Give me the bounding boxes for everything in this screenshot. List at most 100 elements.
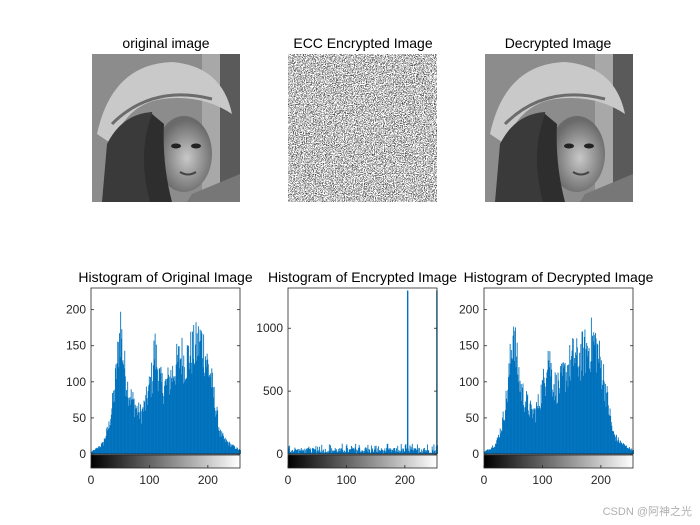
histogram-bar xyxy=(377,448,379,454)
histogram-bar xyxy=(555,374,557,454)
histogram-bar xyxy=(588,347,590,454)
histogram-bar xyxy=(193,364,195,454)
histogram-bar xyxy=(606,392,607,454)
histogram-bar xyxy=(147,391,149,454)
histogram-bar xyxy=(204,372,206,454)
histogram-bar xyxy=(318,446,320,454)
histogram-bar xyxy=(598,362,600,454)
histogram-bar xyxy=(307,449,309,454)
histogram-bar xyxy=(382,450,384,454)
histogram-bar xyxy=(198,355,200,454)
histogram-bar xyxy=(358,444,360,454)
histogram-bar xyxy=(312,448,314,454)
histogram-bar xyxy=(131,399,133,454)
histogram-bar xyxy=(103,438,105,454)
histogram-bar xyxy=(494,446,496,454)
histogram-bar xyxy=(320,452,322,454)
histogram-bar xyxy=(536,405,538,454)
histogram-bar xyxy=(118,367,120,454)
histogram-bar xyxy=(184,381,186,454)
histogram-bar xyxy=(592,341,594,454)
histogram-bar xyxy=(117,342,119,454)
histogram-bar xyxy=(320,452,322,454)
histogram-bar xyxy=(144,410,146,454)
histogram-bar xyxy=(633,449,634,454)
histogram-bar xyxy=(404,444,406,454)
histogram-bar xyxy=(521,400,523,454)
histogram-bar xyxy=(126,389,127,454)
histogram-bar xyxy=(340,448,342,454)
histogram-bar xyxy=(100,443,102,454)
histogram-bar xyxy=(192,331,193,454)
histogram-bar xyxy=(288,448,290,454)
x-tick-label: 200 xyxy=(591,473,611,487)
histogram-bar xyxy=(546,372,548,454)
histogram-bar xyxy=(573,366,575,454)
histogram-bar xyxy=(351,445,352,454)
histogram-bar xyxy=(569,345,571,454)
histogram-bar xyxy=(525,406,527,454)
histogram-bar xyxy=(208,376,210,454)
histogram-bar xyxy=(541,403,543,454)
histogram-bar xyxy=(543,368,544,454)
histogram-bar xyxy=(419,452,421,454)
histogram-bar xyxy=(535,408,537,454)
histogram-bar xyxy=(174,376,176,454)
histogram-bar xyxy=(618,443,620,454)
histogram-bar xyxy=(562,375,564,454)
histogram-bar xyxy=(354,450,355,454)
histogram-bar xyxy=(228,445,230,454)
histogram-bar xyxy=(180,358,182,454)
histogram-bar xyxy=(323,449,324,454)
histogram-bar xyxy=(166,378,168,454)
histogram-bar xyxy=(211,372,213,454)
histogram-bar xyxy=(209,375,210,454)
histogram-bar xyxy=(95,448,97,454)
histogram-bar xyxy=(322,453,324,454)
histogram-bar xyxy=(99,447,101,454)
histogram-bar xyxy=(503,421,505,454)
histogram-bar xyxy=(232,444,234,454)
histogram-bar xyxy=(608,414,610,454)
histogram-bar xyxy=(388,448,390,454)
histogram-bar xyxy=(628,448,630,454)
histogram-bar xyxy=(527,410,529,454)
histogram-bar xyxy=(304,448,306,454)
histogram-bar xyxy=(597,344,599,454)
histogram-bar xyxy=(308,446,310,454)
histogram-bar xyxy=(486,449,488,454)
histogram-bar xyxy=(147,404,148,454)
histogram-bar xyxy=(152,381,154,454)
histogram-bar xyxy=(512,335,514,454)
histogram-bar xyxy=(91,451,93,454)
histogram-bar xyxy=(334,450,336,454)
histogram-bar xyxy=(195,322,197,454)
x-tick-label: 100 xyxy=(532,473,552,487)
histogram-bar xyxy=(408,452,410,454)
histogram-bar xyxy=(602,380,604,454)
histogram-bar xyxy=(583,375,585,454)
histogram-bar xyxy=(362,452,364,454)
histogram-bar xyxy=(317,451,319,454)
histogram-bar xyxy=(237,449,239,454)
histogram-bar xyxy=(378,451,380,454)
histogram-bar xyxy=(337,452,338,454)
histogram-bar xyxy=(433,444,435,454)
histogram-bar xyxy=(125,395,127,454)
histogram-bar xyxy=(415,450,417,454)
histogram-bar xyxy=(330,452,332,454)
histogram-bar xyxy=(138,402,140,454)
histogram-bar xyxy=(373,451,375,454)
histogram-bar xyxy=(223,439,225,454)
histogram-bar xyxy=(511,358,513,454)
histogram-bar xyxy=(529,403,531,454)
histogram-bar xyxy=(587,356,589,454)
histogram-bar xyxy=(375,448,376,454)
histogram-decrypted-panel: 0 50 100 150 200 0 100 200 Histogram of Decrypte… xyxy=(459,269,654,487)
histogram-bar xyxy=(145,386,147,454)
histogram-bar xyxy=(225,439,227,454)
histogram-bar xyxy=(305,452,307,454)
histogram-bar xyxy=(579,352,581,454)
histogram-bar xyxy=(387,443,389,454)
histogram-bar xyxy=(517,374,519,454)
